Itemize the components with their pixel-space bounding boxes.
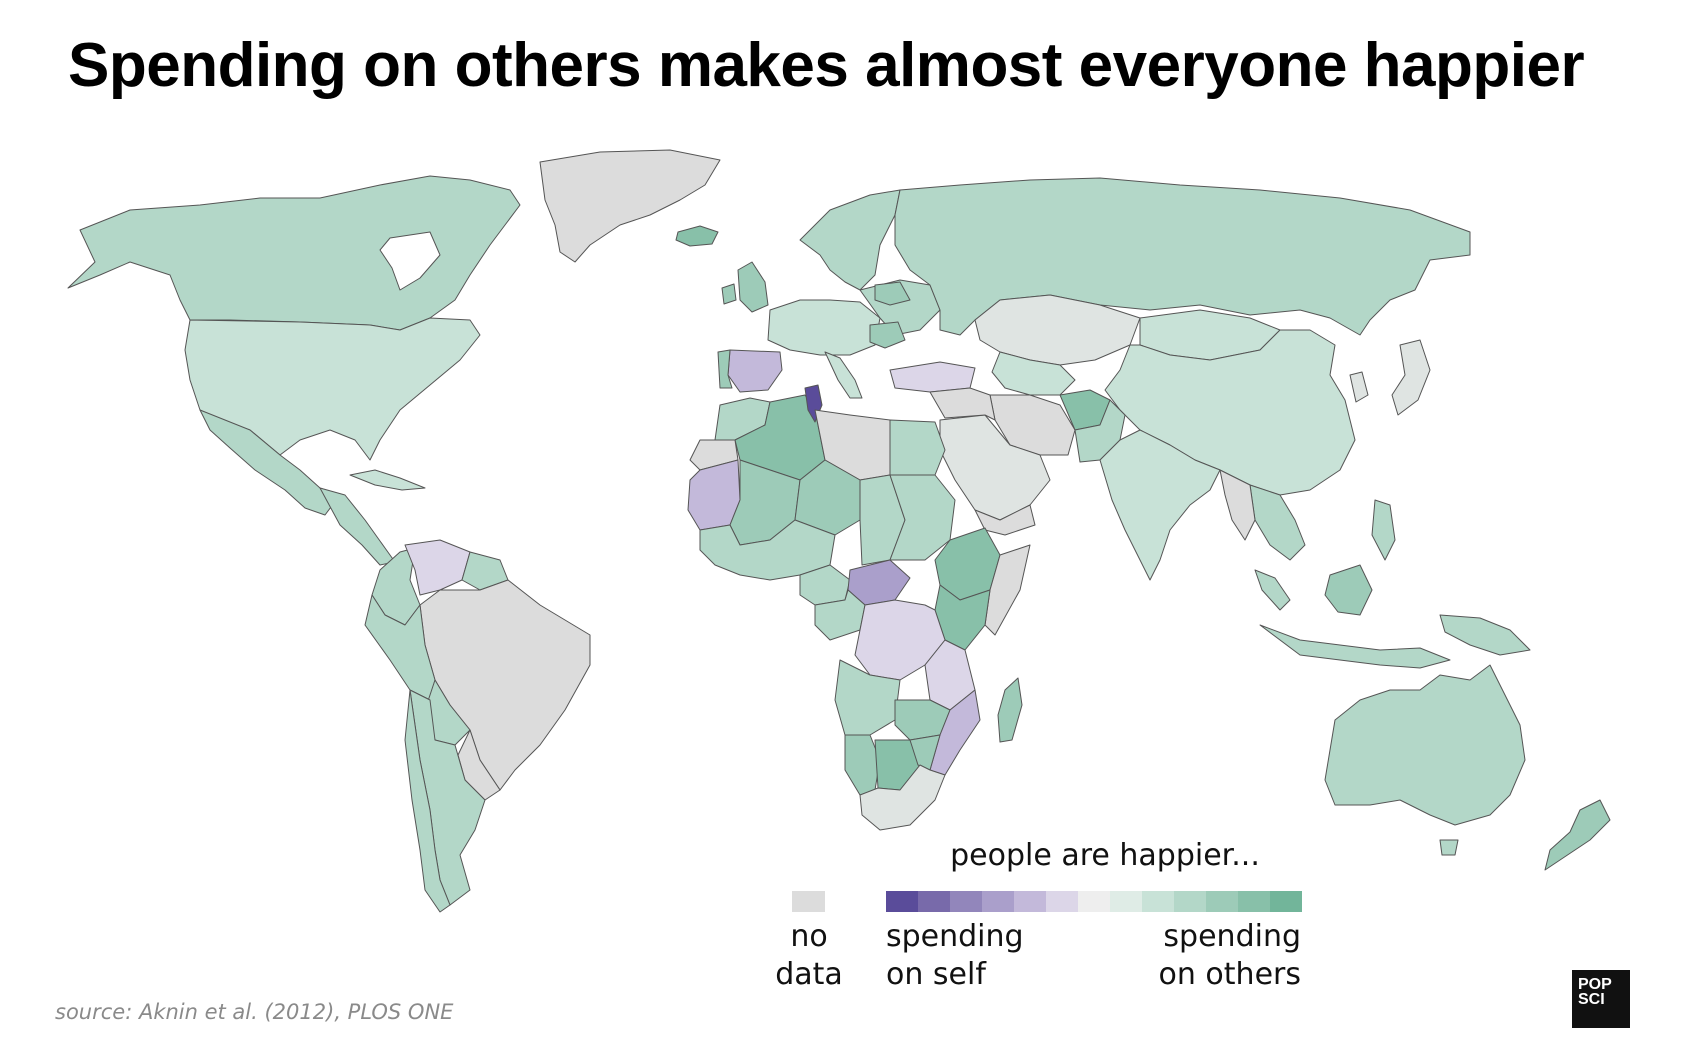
region-iceland [675, 225, 719, 247]
region-western-europe [767, 299, 881, 356]
region-japan [1391, 339, 1431, 416]
region-italy [824, 351, 863, 399]
region-ireland [721, 283, 737, 305]
region-greenland [539, 149, 721, 263]
legend-no-data-label-line2: data [775, 957, 843, 992]
legend-scale-swatch [1174, 891, 1206, 912]
legend-scale-swatch [1238, 891, 1270, 912]
map-title: Spending on others makes almost everyone… [68, 31, 1585, 100]
region-pakistan [1074, 399, 1126, 463]
legend-scale-swatch [1046, 891, 1078, 912]
logo-line1: POP [1578, 976, 1612, 993]
logo-line2: SCI [1578, 991, 1605, 1008]
region-borneo [1324, 564, 1373, 616]
region-turkey [889, 361, 976, 393]
region-myanmar [1219, 469, 1256, 541]
region-portugal [717, 349, 733, 389]
legend-others-label: spending on others [1100, 918, 1301, 994]
region-russia [894, 177, 1471, 336]
legend-scale-swatch [918, 891, 950, 912]
region-cuba [349, 469, 426, 491]
region-china [1104, 329, 1356, 496]
legend-no-data-swatch [792, 891, 825, 912]
region-spain [727, 349, 783, 393]
legend-scale-swatch [950, 891, 982, 912]
region-new-guinea [1439, 614, 1531, 656]
region-romania [869, 321, 906, 349]
region-iran [989, 394, 1076, 456]
legend-scale-swatch [1270, 891, 1302, 912]
legend-scale-swatch [1142, 891, 1174, 912]
region-kazakhstan [974, 294, 1141, 366]
legend-no-data-label-line1: no [790, 919, 828, 954]
region-india [1099, 429, 1221, 581]
legend-scale-swatch [982, 891, 1014, 912]
legend-color-scale [886, 891, 1302, 912]
popsci-logo: POP SCI [1572, 970, 1630, 1028]
region-tasmania [1439, 839, 1459, 856]
region-belarus [874, 281, 911, 306]
legend-scale-swatch [1206, 891, 1238, 912]
region-levant [929, 387, 996, 421]
region-south-africa [859, 764, 946, 831]
legend-scale-swatch [1014, 891, 1046, 912]
legend-scale-swatch [1078, 891, 1110, 912]
region-canada [67, 175, 521, 331]
region-madagascar [997, 677, 1023, 743]
legend-self-label: spending on self [886, 918, 1024, 994]
region-mexico [199, 409, 341, 516]
region-new-zealand [1544, 799, 1611, 871]
legend-scale-swatch [886, 891, 918, 912]
region-scandinavia [799, 189, 901, 291]
region-egypt [889, 419, 946, 476]
region-korea [1349, 371, 1369, 403]
region-venezuela [404, 539, 471, 596]
region-hudson-bay [379, 231, 441, 291]
legend-others-label-line2: on others [1158, 957, 1301, 992]
region-philippines [1371, 499, 1396, 561]
region-australia [1324, 664, 1526, 826]
legend-scale-swatch [1110, 891, 1142, 912]
region-uk [737, 261, 769, 313]
legend-no-data-label: no data [770, 918, 848, 994]
region-central-america [319, 487, 396, 566]
source-note: source: Aknin et al. (2012), PLOS ONE [55, 1000, 454, 1024]
legend-self-label-line2: on self [886, 957, 986, 992]
region-indonesia [1259, 624, 1451, 669]
region-southeast-asia [1249, 484, 1306, 561]
region-malaysia [1254, 569, 1291, 611]
legend-self-label-line1: spending [886, 919, 1024, 954]
legend-others-label-line1: spending [1163, 919, 1301, 954]
region-sudan [889, 474, 956, 561]
region-chile [404, 689, 451, 913]
region-angola [834, 659, 901, 736]
legend-title: people are happier... [950, 838, 1260, 873]
